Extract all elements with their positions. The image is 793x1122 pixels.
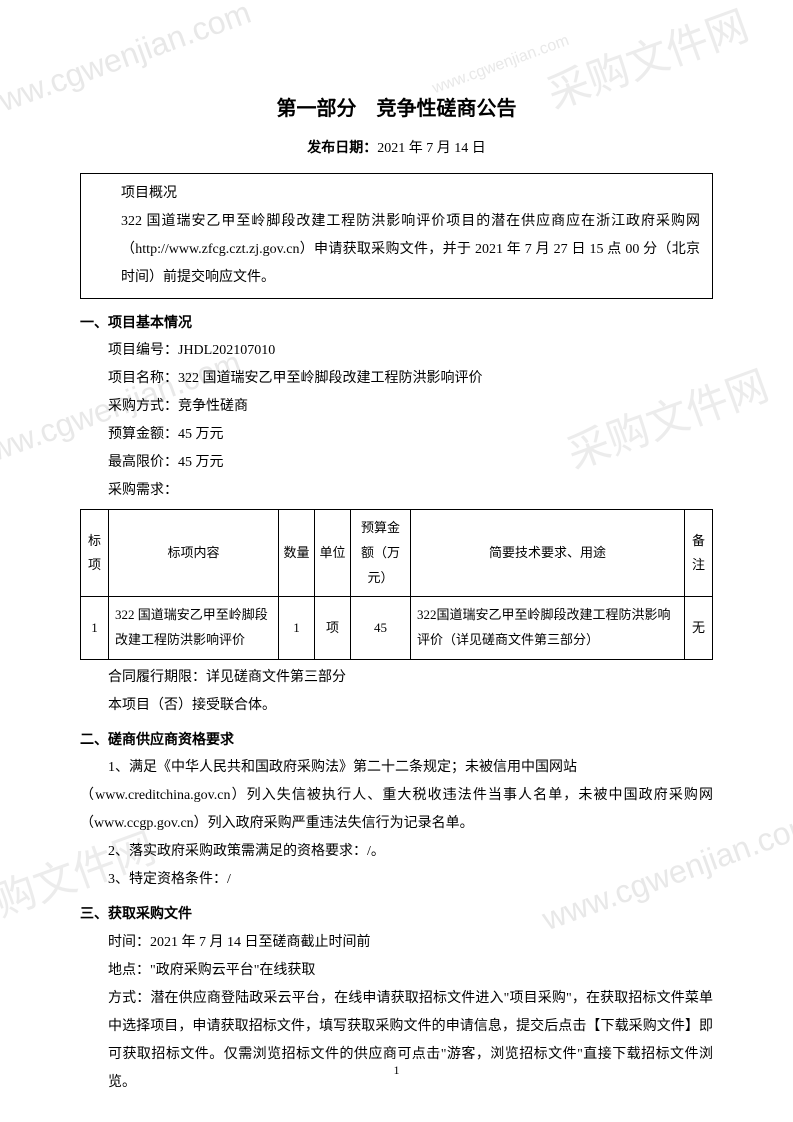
requirements-table: 标项 标项内容 数量 单位 预算金额（万元） 简要技术要求、用途 备注 1 32… bbox=[80, 509, 713, 659]
table-row: 1 322 国道瑞安乙甲至岭脚段改建工程防洪影响评价 1 项 45 322国道瑞… bbox=[81, 597, 713, 659]
section3-time: 时间：2021 年 7 月 14 日至磋商截止时间前 bbox=[80, 929, 713, 957]
section3-heading: 三、获取采购文件 bbox=[80, 900, 713, 927]
page-content: 第一部分 竞争性磋商公告 发布日期：2021 年 7 月 14 日 项目概况 3… bbox=[80, 90, 713, 1097]
consortium: 本项目（否）接受联合体。 bbox=[80, 692, 713, 720]
th-content: 标项内容 bbox=[109, 510, 279, 597]
section2-item3: 3、特定资格条件：/ bbox=[80, 866, 713, 894]
contract-period: 合同履行期限：详见磋商文件第三部分 bbox=[80, 664, 713, 692]
section2-item1a: 1、满足《中华人民共和国政府采购法》第二十二条规定；未被信用中国网站 bbox=[80, 754, 713, 782]
page-title: 第一部分 竞争性磋商公告 bbox=[80, 90, 713, 128]
td-tech: 322国道瑞安乙甲至岭脚段改建工程防洪影响评价（详见磋商文件第三部分） bbox=[411, 597, 685, 659]
td-unit: 项 bbox=[315, 597, 351, 659]
overview-heading: 项目概况 bbox=[93, 180, 700, 208]
section2-heading: 二、磋商供应商资格要求 bbox=[80, 726, 713, 753]
max-line: 最高限价：45 万元 bbox=[80, 449, 713, 477]
method-line: 采购方式：竞争性磋商 bbox=[80, 393, 713, 421]
td-note: 无 bbox=[685, 597, 713, 659]
publish-date-label: 发布日期： bbox=[307, 141, 377, 156]
budget-line: 预算金额：45 万元 bbox=[80, 421, 713, 449]
td-content: 322 国道瑞安乙甲至岭脚段改建工程防洪影响评价 bbox=[109, 597, 279, 659]
needs-label: 采购需求： bbox=[80, 477, 713, 505]
section2-item2: 2、落实政府采购政策需满足的资格要求：/。 bbox=[80, 838, 713, 866]
overview-body: 322 国道瑞安乙甲至岭脚段改建工程防洪影响评价项目的潜在供应商应在浙江政府采购… bbox=[93, 208, 700, 292]
project-name-line: 项目名称：322 国道瑞安乙甲至岭脚段改建工程防洪影响评价 bbox=[80, 365, 713, 393]
overview-box: 项目概况 322 国道瑞安乙甲至岭脚段改建工程防洪影响评价项目的潜在供应商应在浙… bbox=[80, 173, 713, 299]
td-budget: 45 bbox=[351, 597, 411, 659]
th-qty: 数量 bbox=[279, 510, 315, 597]
publish-date-value: 2021 年 7 月 14 日 bbox=[377, 141, 486, 156]
section1-heading: 一、项目基本情况 bbox=[80, 309, 713, 336]
th-budget: 预算金额（万元） bbox=[351, 510, 411, 597]
project-no-line: 项目编号：JHDL202107010 bbox=[80, 337, 713, 365]
td-id: 1 bbox=[81, 597, 109, 659]
publish-date-line: 发布日期：2021 年 7 月 14 日 bbox=[80, 136, 713, 163]
th-tech: 简要技术要求、用途 bbox=[411, 510, 685, 597]
section3-method: 方式：潜在供应商登陆政采云平台，在线申请获取招标文件进入"项目采购"，在获取招标… bbox=[80, 985, 713, 1097]
td-qty: 1 bbox=[279, 597, 315, 659]
th-note: 备注 bbox=[685, 510, 713, 597]
section3-place: 地点："政府采购云平台"在线获取 bbox=[80, 957, 713, 985]
th-unit: 单位 bbox=[315, 510, 351, 597]
section2-item1b: （www.creditchina.gov.cn）列入失信被执行人、重大税收违法件… bbox=[80, 782, 713, 838]
th-id: 标项 bbox=[81, 510, 109, 597]
